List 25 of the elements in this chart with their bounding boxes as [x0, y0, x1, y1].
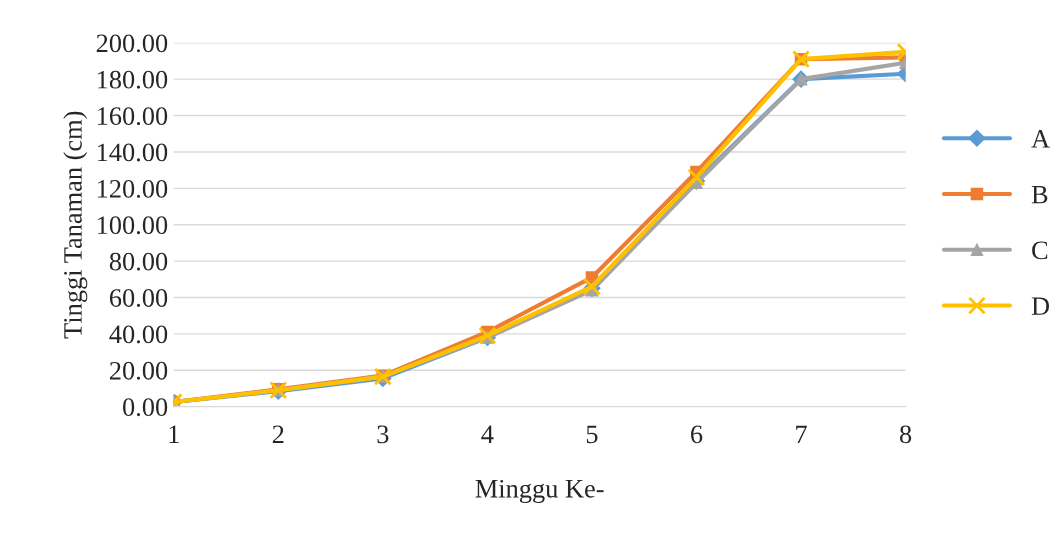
y-tick-label: 20.00: [109, 361, 168, 380]
y-tick-label: 120.00: [97, 179, 168, 198]
y-tick-label: 180.00: [97, 70, 168, 89]
legend-label: A: [1031, 130, 1050, 148]
legend-label: B: [1031, 185, 1048, 204]
y-tick-label: 160.00: [97, 107, 168, 126]
y-tick-label: 60.00: [109, 289, 168, 307]
x-axis-title: Minggu Ke-: [475, 479, 604, 504]
legend-label: D: [1031, 297, 1050, 315]
y-tick-label: 80.00: [109, 252, 168, 271]
x-tick-label: 3: [377, 425, 389, 444]
y-tick-label: 0.00: [123, 398, 168, 417]
x-tick-label: 5: [586, 425, 598, 444]
x-tick-label: 7: [796, 425, 807, 443]
x-tick-label: 8: [899, 425, 912, 444]
x-tick-label: 4: [481, 425, 494, 443]
y-tick-label: 40.00: [109, 325, 168, 344]
x-tick-label: 1: [169, 425, 179, 443]
x-tick-label: 6: [691, 425, 703, 444]
y-axis-title: Tinggi Tanaman (cm): [63, 111, 88, 339]
y-tick-label: 140.00: [97, 143, 168, 162]
y-tick-label: 200.00: [96, 34, 168, 53]
x-tick-label: 2: [272, 425, 284, 443]
y-tick-label: 100.00: [97, 216, 168, 235]
legend-label: C: [1032, 241, 1048, 260]
